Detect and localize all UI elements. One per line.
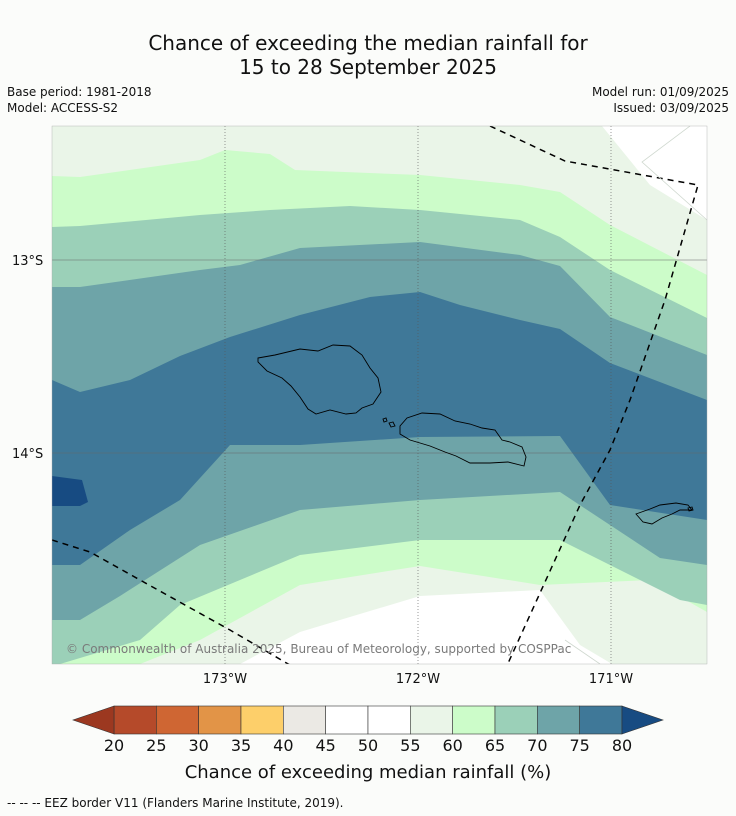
chart-title-line2: 15 to 28 September 2025 [239, 55, 497, 79]
savaii-island [257, 344, 382, 415]
colorbar-tick-label: 30 [188, 736, 208, 755]
colorbar-tick-label: 55 [400, 736, 420, 755]
rainfall-map: © Commonwealth of Australia 2025, Bureau… [12, 125, 708, 783]
coastlines [257, 344, 694, 525]
colorbar-segment [452, 705, 496, 735]
eez-footnote: -- -- -- EEZ border V11 (Flanders Marine… [7, 796, 344, 810]
colorbar-tick-label: 60 [442, 736, 462, 755]
colorbar-segment [367, 705, 411, 735]
colorbar-extend-high [621, 705, 664, 735]
colorbar-segment [579, 705, 623, 735]
colorbar [72, 705, 664, 735]
colorbar-tick-label: 70 [527, 736, 547, 755]
copyright-text: © Commonwealth of Australia 2025, Bureau… [66, 642, 571, 656]
colorbar-tick-label: 45 [315, 736, 335, 755]
colorbar-tick-label: 75 [569, 736, 589, 755]
model-run: Model run: 01/09/2025 [591, 85, 729, 99]
colorbar-segment [240, 705, 284, 735]
colorbar-ticks: 20 25 30 35 40 45 50 55 60 65 70 75 80 [104, 736, 632, 755]
colorbar-tick-label: 20 [104, 736, 124, 755]
lon-label-173w: 173°W [203, 672, 247, 687]
lat-label-13s: 13°S [12, 254, 43, 269]
axis-labels: 13°S 14°S 173°W 172°W 171°W [12, 254, 633, 687]
lat-label-14s: 14°S [12, 447, 43, 462]
colorbar-segment [156, 705, 199, 735]
map-contours: © Commonwealth of Australia 2025, Bureau… [52, 126, 707, 664]
colorbar-tick-label: 40 [273, 736, 293, 755]
colorbar-tick-label: 25 [146, 736, 166, 755]
manono-island [382, 417, 388, 423]
issued-date: Issued: 03/09/2025 [613, 101, 729, 115]
chart-title-line1: Chance of exceeding the median rainfall … [148, 31, 588, 55]
colorbar-label: Chance of exceeding median rainfall (%) [185, 762, 552, 783]
colorbar-tick-label: 50 [358, 736, 378, 755]
colorbar-segment [494, 705, 538, 735]
colorbar-segment [283, 705, 326, 735]
eez-border-faint [564, 126, 707, 664]
eez-border [52, 126, 699, 664]
tutuila-island [635, 502, 693, 525]
lon-label-172w: 172°W [396, 672, 440, 687]
aunuu-island [687, 506, 694, 512]
colorbar-segment [198, 705, 242, 735]
colorbar-segment [537, 705, 580, 735]
colorbar-tick-label: 80 [612, 736, 632, 755]
colorbar-segment [325, 705, 369, 735]
band-above-80 [52, 476, 88, 506]
colorbar-segment [410, 705, 453, 735]
colorbar-segment [113, 705, 157, 735]
band-75-80 [52, 292, 707, 565]
lon-label-171w: 171°W [589, 672, 633, 687]
colorbar-extend-low [72, 705, 115, 735]
model-name: Model: ACCESS-S2 [7, 101, 119, 115]
apolima-island [388, 421, 396, 428]
meta-right: Model run: 01/09/2025 Issued: 03/09/2025 [592, 84, 729, 116]
base-period: Base period: 1981-2018 [7, 85, 152, 99]
upolu-island [399, 412, 527, 467]
colorbar-tick-label: 65 [485, 736, 505, 755]
map-frame [51, 125, 708, 665]
meta-left: Base period: 1981-2018 Model: ACCESS-S2 [7, 84, 152, 116]
latitude-lines [52, 259, 707, 454]
colorbar-tick-label: 35 [231, 736, 251, 755]
